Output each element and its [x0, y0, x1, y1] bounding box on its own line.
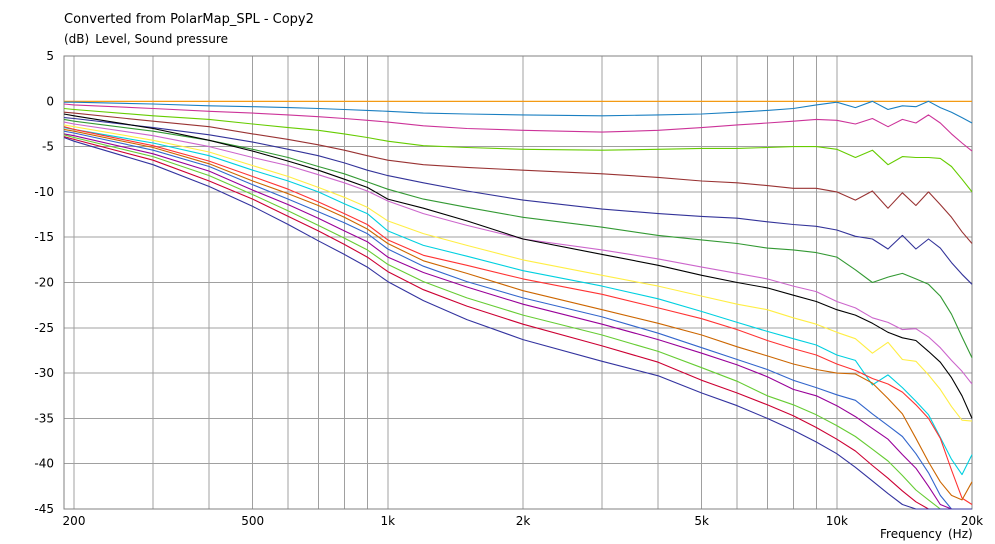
series-line-7	[63, 118, 973, 358]
x-axis-label: Frequency (Hz)	[880, 527, 973, 541]
y-tick-label: 5	[46, 49, 54, 63]
x-tick-label: 2k	[516, 514, 531, 528]
x-tick-label: 200	[63, 514, 86, 528]
x-tick-label: 5k	[694, 514, 709, 528]
y-tick-label: -25	[34, 321, 54, 335]
series-line-18	[63, 136, 972, 510]
series-line-10	[63, 124, 973, 422]
series-line-6	[63, 117, 973, 285]
series-line-8	[63, 121, 973, 385]
y-axis-unit: (dB)	[64, 32, 90, 46]
series-line-5	[63, 111, 973, 244]
x-tick-label: 10k	[826, 514, 848, 528]
plot-frame	[63, 55, 973, 510]
series-line-9	[63, 113, 973, 419]
series-line-17	[63, 136, 972, 510]
series-line-12	[63, 126, 973, 505]
y-tick-label: -5	[42, 140, 54, 154]
series-line-4	[63, 107, 973, 193]
x-tick-label: 1k	[381, 514, 396, 528]
y-tick-label: -35	[34, 411, 54, 425]
y-axis-label: (dB) Level, Sound pressure	[64, 32, 228, 46]
series-line-13	[63, 128, 973, 501]
series-line-11	[63, 127, 973, 476]
y-tick-label: -15	[34, 230, 54, 244]
y-tick-label: 0	[46, 94, 54, 108]
x-axis-title: Frequency	[880, 527, 942, 541]
y-tick-label: -45	[34, 502, 54, 516]
series-line-16	[63, 134, 972, 510]
chart-title: Converted from PolarMap_SPL - Copy2	[64, 12, 314, 27]
y-tick-label: -30	[34, 366, 54, 380]
x-tick-label: 500	[241, 514, 264, 528]
y-tick-label: -20	[34, 276, 54, 290]
x-tick-label: 20k	[961, 514, 983, 528]
series-line-14	[63, 130, 972, 510]
y-axis-title: Level, Sound pressure	[95, 32, 228, 46]
y-tick-label: -40	[34, 457, 54, 471]
series-line-2	[64, 100, 973, 124]
series-line-3	[63, 103, 973, 152]
series-line-15	[63, 133, 972, 510]
x-axis-unit: (Hz)	[948, 527, 973, 541]
y-tick-label: -10	[34, 185, 54, 199]
